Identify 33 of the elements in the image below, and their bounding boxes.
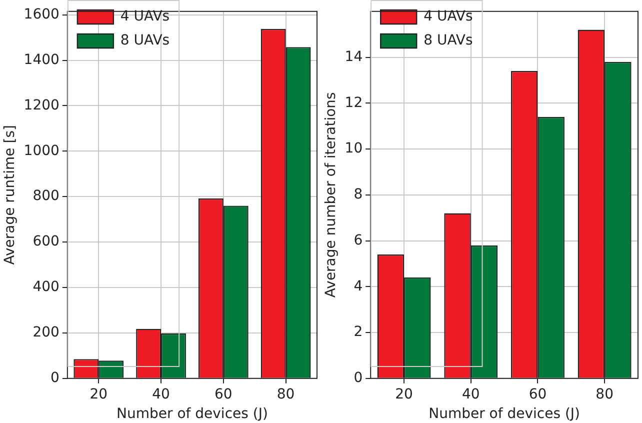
x-tick-label: 60 <box>214 386 232 402</box>
y-tick-label: 600 <box>32 234 60 250</box>
y-tick-label: 12 <box>344 94 363 111</box>
x-tick-label: 20 <box>90 386 108 402</box>
x-tick-label: 80 <box>276 386 295 402</box>
y-tick-label: 200 <box>32 324 60 341</box>
y-tick-label: 2 <box>354 324 363 340</box>
y-tick-label: 10 <box>344 140 363 157</box>
y-tick-label: 1000 <box>24 142 60 159</box>
y-tick-label: 4 <box>354 278 363 294</box>
y-tick-label: 0 <box>50 370 60 386</box>
y-tick-label: 0 <box>354 370 363 386</box>
x-tick-label: 80 <box>596 386 614 402</box>
x-axis-title: Number of devices (J) <box>116 406 268 422</box>
y-axis-title: Average number of iterations <box>323 92 340 298</box>
y-tick-label: 1600 <box>24 6 60 22</box>
y-tick-label: 6 <box>354 232 363 248</box>
x-tick-label: 60 <box>528 386 547 402</box>
legend-label: 8 UAVs <box>120 32 170 49</box>
y-tick-label: 400 <box>32 279 60 296</box>
y-axis-title: Average runtime [s] <box>2 125 18 265</box>
legend-label: 8 UAVs <box>424 32 473 49</box>
y-tick-label: 800 <box>32 188 60 204</box>
x-tick-label: 40 <box>462 386 480 402</box>
legend-label: 4 UAVs <box>120 8 170 25</box>
y-tick-label: 1200 <box>24 97 60 114</box>
y-tick-label: 1400 <box>24 52 60 68</box>
y-tick-label: 14 <box>344 48 363 65</box>
x-tick-label: 40 <box>152 386 170 402</box>
x-axis-title: Number of devices (J) <box>428 406 580 422</box>
x-tick-label: 20 <box>395 386 413 402</box>
y-tick-label: 8 <box>354 186 363 203</box>
legend-label: 4 UAVs <box>424 8 473 25</box>
